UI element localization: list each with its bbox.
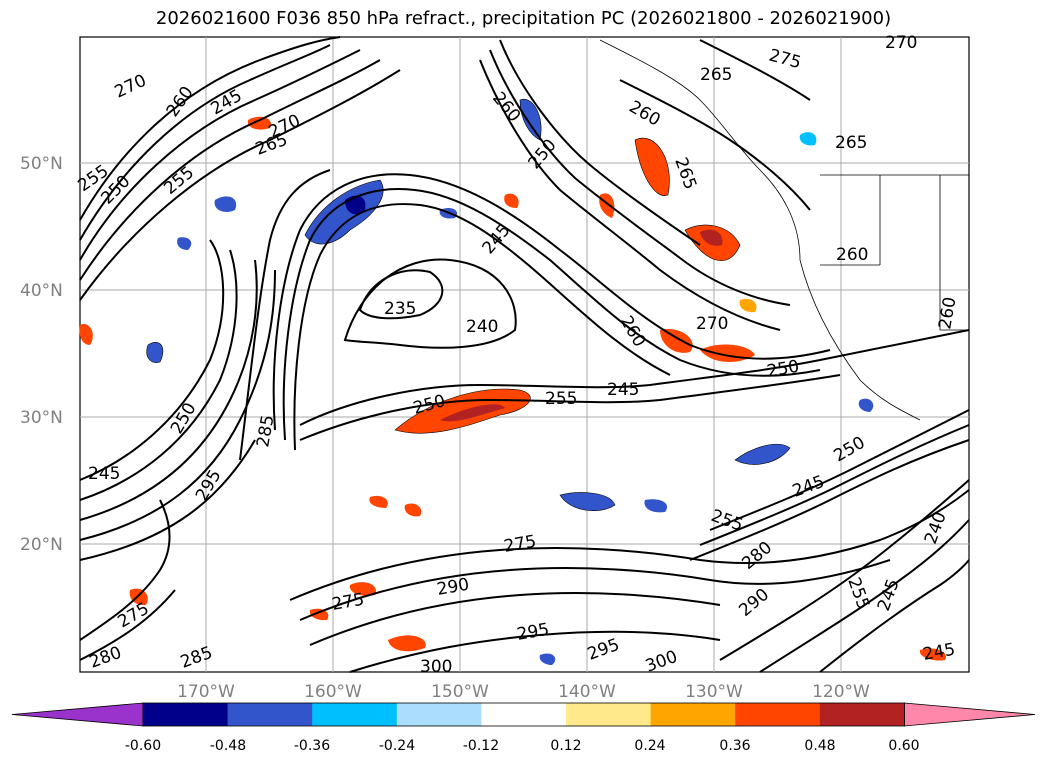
latitude-labels: 50°N 40°N 30°N 20°N [20,154,63,555]
contour-label: 235 [384,299,416,319]
lat-label: 40°N [20,281,63,301]
colorbar-tick-label: 0.60 [888,738,919,754]
colorbar-segment [227,703,313,726]
map-title: 2026021600 F036 850 hPa refract., precip… [155,8,892,29]
lon-label: 150°W [431,682,489,702]
colorbar-outline [142,702,905,727]
contour-label: 270 [885,33,917,53]
longitude-labels: 170°W 160°W 150°W 140°W 130°W 120°W [177,682,870,702]
colorbar-segment [566,703,652,726]
colorbar: -0.60 -0.48 -0.36 -0.24 -0.12 0.12 0.24 … [11,702,1036,754]
contour-label: 255 [545,389,577,409]
map-panel [79,36,970,673]
colorbar-segments [11,702,1036,727]
colorbar-segment [650,703,736,726]
contour-label: 245 [607,380,639,400]
contour-label: 265 [700,65,732,85]
lon-label: 130°W [685,682,743,702]
colorbar-tick-label: 0.48 [804,738,835,754]
lon-label: 140°W [558,682,616,702]
colorbar-tick-label: -0.60 [125,738,161,754]
colorbar-segment [481,703,567,726]
colorbar-segment [396,703,482,726]
colorbar-segment [312,703,398,726]
lon-label: 170°W [177,682,235,702]
contour-label: 240 [466,317,498,337]
colorbar-ticks: -0.60 -0.48 -0.36 -0.24 -0.12 0.12 0.24 … [125,738,920,754]
colorbar-segment [143,703,229,726]
lat-label: 30°N [20,408,63,428]
colorbar-tick-label: -0.36 [294,738,330,754]
contour-label: 265 [835,133,867,153]
lat-label: 50°N [20,154,63,174]
contour-label: 245 [88,464,120,484]
colorbar-tick-label: -0.48 [210,738,246,754]
colorbar-tick-label: 0.24 [634,738,665,754]
colorbar-segment [735,703,821,726]
colorbar-extend-min [11,702,144,727]
contour-label: 260 [836,245,868,265]
lat-label: 20°N [20,535,63,555]
colorbar-tick-label: -0.12 [463,738,499,754]
refractivity-contours [79,36,970,673]
lon-label: 120°W [812,682,870,702]
colorbar-tick-label: 0.36 [719,738,750,754]
coastline [599,39,969,421]
lon-label: 160°W [304,682,362,702]
colorbar-tick-label: 0.12 [550,738,581,754]
graticule [80,37,969,672]
precip-fill [79,98,946,665]
colorbar-extend-max [904,702,1036,727]
contour-label: 270 [696,314,728,334]
colorbar-segment [819,703,905,726]
contour-label: 300 [420,657,452,677]
colorbar-tick-label: -0.24 [379,738,415,754]
